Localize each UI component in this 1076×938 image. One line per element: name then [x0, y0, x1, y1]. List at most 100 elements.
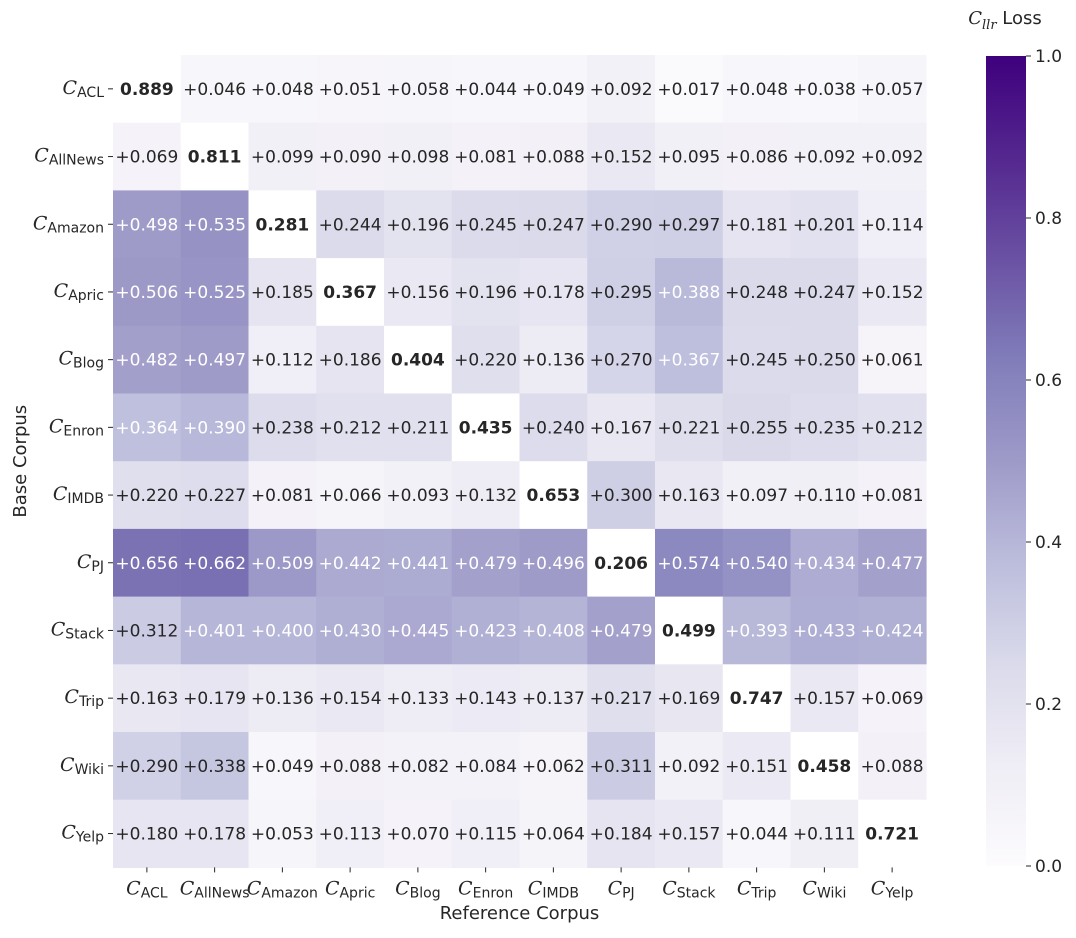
- cell-label-stack-yelp: +0.424: [861, 621, 924, 641]
- heatmap-cell-stack-pj: [587, 596, 656, 665]
- heatmap-cell-amazon-stack: [655, 190, 724, 259]
- cell-label-acl-stack: +0.017: [657, 80, 720, 100]
- heatmap-cell-trip-wiki: [790, 664, 859, 733]
- heatmap-cell-amazon-apric: [316, 190, 385, 259]
- colorbar-title: Cllr Loss: [968, 8, 1042, 33]
- cell-label-stack-acl: +0.312: [115, 621, 178, 641]
- heatmap-cell-yelp-acl: [113, 799, 182, 868]
- heatmap-cell-enron-trip: [722, 393, 792, 462]
- cell-label-allnews-pj: +0.152: [590, 148, 653, 168]
- cell-label-pj-amazon: +0.509: [251, 554, 314, 574]
- heatmap-cell-yelp-wiki: [790, 799, 859, 868]
- cell-label-wiki-yelp: +0.088: [861, 757, 924, 777]
- cell-label-stack-amazon: +0.400: [251, 621, 314, 641]
- cell-label-pj-allnews: +0.662: [183, 554, 246, 574]
- heatmap-cell-yelp-allnews: [180, 799, 250, 868]
- heatmap-cell-acl-enron: [451, 55, 521, 124]
- heatmap-cell-trip-allnews: [180, 664, 250, 733]
- x-tick-label-enron: CEnron: [458, 877, 513, 901]
- cell-label-stack-imdb: +0.408: [522, 621, 585, 641]
- cell-label-apric-allnews: +0.525: [183, 283, 246, 303]
- cell-label-wiki-imdb: +0.062: [522, 757, 585, 777]
- cell-label-apric-stack: +0.388: [657, 283, 720, 303]
- cell-label-allnews-allnews: 0.811: [188, 148, 242, 168]
- heatmap-cell-trip-pj: [587, 664, 656, 733]
- heatmap-cell-pj-apric: [316, 528, 385, 598]
- cell-label-allnews-blog: +0.098: [386, 148, 449, 168]
- cell-label-apric-yelp: +0.152: [861, 283, 924, 303]
- heatmap-cell-blog-imdb: [519, 325, 588, 395]
- cell-label-acl-blog: +0.058: [386, 80, 449, 100]
- cell-label-trip-yelp: +0.069: [861, 689, 924, 709]
- heatmap-cell-apric-blog: [384, 258, 453, 327]
- cell-label-stack-allnews: +0.401: [183, 621, 246, 641]
- heatmap-cell-apric-amazon: [248, 258, 317, 327]
- heatmap-cell-wiki-enron: [451, 732, 521, 801]
- cell-label-stack-enron: +0.423: [454, 621, 517, 641]
- y-tick-label-acl: CACL: [63, 77, 105, 101]
- heatmap-cell-acl-allnews: [180, 55, 250, 124]
- heatmap-cell-imdb-acl: [113, 461, 182, 530]
- cell-label-enron-amazon: +0.238: [251, 418, 314, 438]
- cell-label-blog-stack: +0.367: [657, 351, 720, 371]
- cell-label-pj-enron: +0.479: [454, 554, 517, 574]
- heatmap-cell-pj-allnews: [180, 528, 250, 598]
- cell-label-yelp-trip: +0.044: [725, 825, 788, 845]
- heatmap-cell-wiki-blog: [384, 732, 453, 801]
- cell-label-enron-pj: +0.167: [590, 418, 653, 438]
- cell-label-pj-apric: +0.442: [319, 554, 382, 574]
- heatmap-cell-imdb-amazon: [248, 461, 317, 530]
- cell-label-allnews-trip: +0.086: [725, 148, 788, 168]
- heatmap-cell-trip-acl: [113, 664, 182, 733]
- cell-label-blog-blog: 0.404: [391, 351, 445, 371]
- cell-label-acl-allnews: +0.046: [183, 80, 246, 100]
- cell-label-stack-trip: +0.393: [725, 621, 788, 641]
- cell-label-trip-amazon: +0.136: [251, 689, 314, 709]
- heatmap-cell-amazon-yelp: [858, 190, 927, 259]
- y-axis-label: Base Corpus: [10, 405, 31, 518]
- cell-label-amazon-blog: +0.196: [386, 215, 449, 235]
- cell-label-blog-pj: +0.270: [590, 351, 653, 371]
- heatmap-cell-blog-pj: [587, 325, 656, 395]
- heatmap-cell-wiki-imdb: [519, 732, 588, 801]
- x-tick-label-imdb: CIMDB: [528, 877, 579, 901]
- cell-label-allnews-imdb: +0.088: [522, 148, 585, 168]
- heatmap-cell-pj-enron: [451, 528, 521, 598]
- cell-label-acl-apric: +0.051: [319, 80, 382, 100]
- heatmap-cell-allnews-allnews: [180, 122, 250, 191]
- cell-label-imdb-imdb: 0.653: [526, 486, 580, 506]
- cell-label-acl-enron: +0.044: [454, 80, 517, 100]
- colorbar-gradient: [986, 56, 1026, 866]
- cell-label-wiki-enron: +0.084: [454, 757, 517, 777]
- cell-label-stack-apric: +0.430: [319, 621, 382, 641]
- heatmap-cell-stack-trip: [722, 596, 792, 665]
- cell-label-trip-wiki: +0.157: [793, 689, 856, 709]
- heatmap-cell-blog-enron: [451, 325, 521, 395]
- heatmap-cell-acl-acl: [113, 55, 182, 124]
- heatmap-cell-enron-enron: [451, 393, 521, 462]
- heatmap-cell-enron-wiki: [790, 393, 859, 462]
- cell-label-acl-pj: +0.092: [590, 80, 653, 100]
- heatmap-cell-wiki-pj: [587, 732, 656, 801]
- cell-label-enron-acl: +0.364: [115, 418, 178, 438]
- heatmap-cell-stack-stack: [655, 596, 724, 665]
- heatmap-cell-imdb-trip: [722, 461, 792, 530]
- x-tick-label-wiki: CWiki: [802, 877, 846, 901]
- cell-label-pj-stack: +0.574: [657, 554, 720, 574]
- cell-label-yelp-stack: +0.157: [657, 825, 720, 845]
- cell-label-wiki-stack: +0.092: [657, 757, 720, 777]
- heatmap-cell-trip-enron: [451, 664, 521, 733]
- cell-label-yelp-wiki: +0.111: [793, 825, 856, 845]
- heatmap-cell-stack-imdb: [519, 596, 588, 665]
- cell-label-blog-wiki: +0.250: [793, 351, 856, 371]
- heatmap-cell-apric-pj: [587, 258, 656, 327]
- cell-label-imdb-amazon: +0.081: [251, 486, 314, 506]
- heatmap-cell-enron-stack: [655, 393, 724, 462]
- heatmap-cell-allnews-enron: [451, 122, 521, 191]
- heatmap-cell-imdb-yelp: [858, 461, 927, 530]
- heatmap-cell-enron-apric: [316, 393, 385, 462]
- cell-label-pj-blog: +0.441: [386, 554, 449, 574]
- heatmap-cell-allnews-pj: [587, 122, 656, 191]
- heatmap-cell-pj-blog: [384, 528, 453, 598]
